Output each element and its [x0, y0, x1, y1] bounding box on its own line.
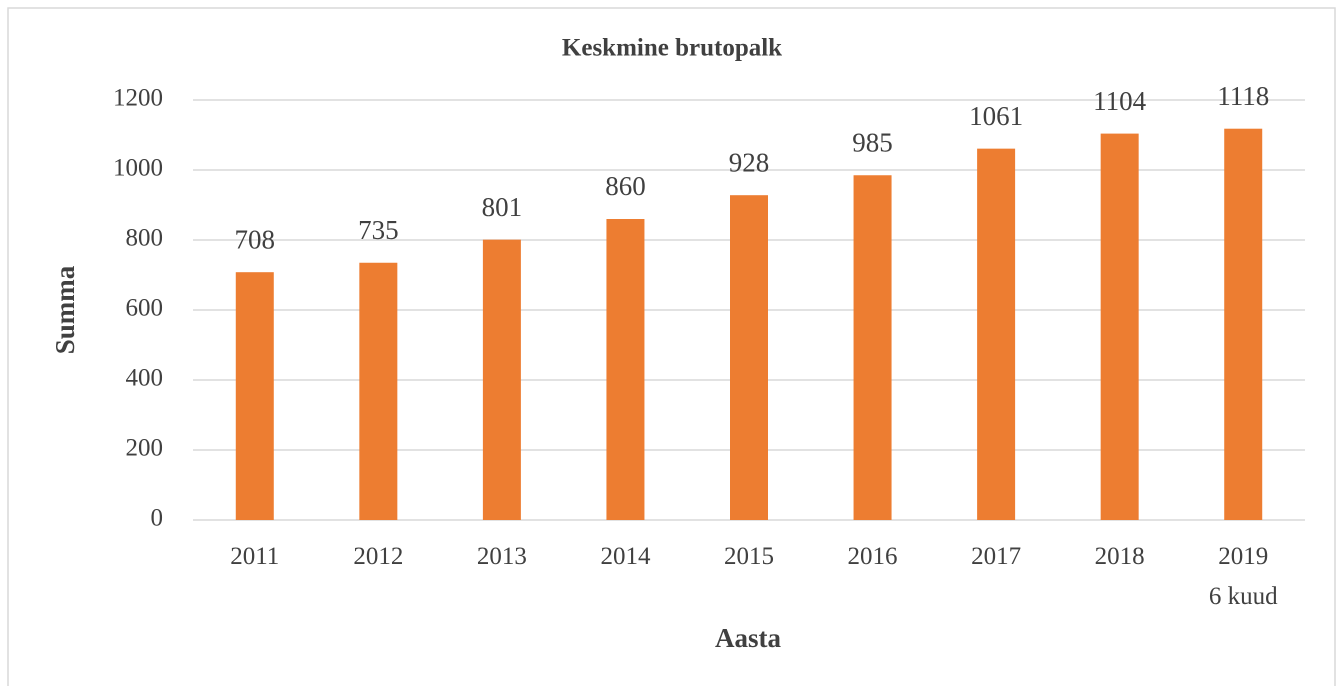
x-tick-label: 2014: [600, 543, 651, 570]
data-label: 801: [482, 192, 523, 222]
x-tick-label: 2012: [353, 543, 404, 570]
data-label: 735: [358, 215, 399, 245]
x-tick-label: 2011: [230, 543, 280, 570]
y-axis-title: Summa: [50, 265, 80, 354]
data-label: 708: [235, 224, 276, 254]
y-tick-label: 1000: [113, 155, 163, 182]
bar: [1224, 128, 1263, 520]
data-label: 928: [729, 147, 770, 177]
y-tick-label: 200: [126, 435, 164, 462]
y-tick-label: 600: [126, 295, 164, 322]
data-label: 1061: [969, 101, 1023, 131]
x-tick-label: 2016: [847, 543, 898, 570]
bar: [482, 239, 521, 520]
data-label: 860: [605, 171, 646, 201]
data-label: 1104: [1093, 86, 1146, 116]
x-tick-label: 2019 6 kuud: [1208, 543, 1278, 610]
bar: [1100, 133, 1139, 520]
y-tick-label: 800: [126, 225, 164, 252]
y-tick-label: 0: [151, 505, 164, 532]
x-axis-title: Aasta: [715, 623, 781, 653]
y-tick-label: 1200: [113, 85, 163, 112]
bar: [977, 148, 1016, 520]
bar: [730, 195, 768, 520]
bar: [606, 219, 645, 520]
y-tick-label: 400: [126, 365, 164, 392]
chart-title: Keskmine brutopalk: [562, 35, 782, 62]
data-label: 1118: [1217, 81, 1269, 111]
x-tick-label: 2015: [724, 543, 774, 570]
x-tick-label: 2017: [971, 543, 1022, 570]
x-tick-label: 2013: [476, 543, 527, 570]
x-tick-label: 2018: [1094, 543, 1145, 570]
bar: [235, 272, 274, 520]
bar: [359, 262, 398, 520]
bar: [853, 175, 892, 520]
data-label: 985: [852, 127, 893, 157]
